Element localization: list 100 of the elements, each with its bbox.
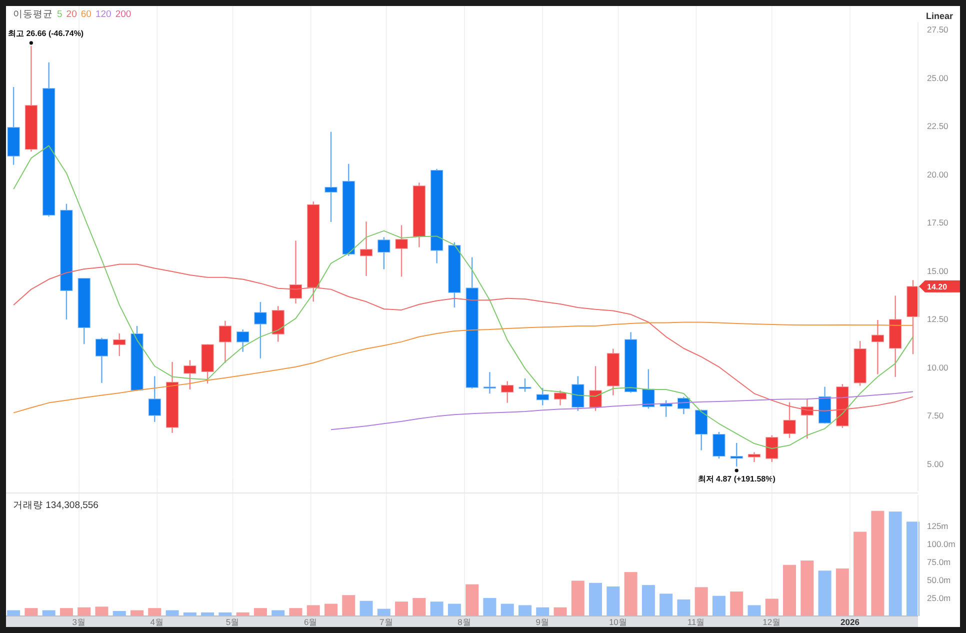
bar	[730, 592, 744, 616]
y-tick-label: 25.00	[927, 72, 949, 83]
bar	[412, 598, 426, 616]
candlestick	[360, 220, 373, 277]
candlestick	[642, 368, 655, 410]
text: 5	[57, 9, 62, 20]
text: 60	[80, 9, 92, 20]
bar	[712, 596, 726, 616]
bar	[254, 608, 267, 616]
annotation: 최고 26.66 (-46.74%)	[8, 28, 84, 38]
bar	[466, 584, 479, 616]
text: 20	[66, 9, 77, 20]
bar	[78, 607, 91, 616]
candlestick	[554, 390, 567, 406]
text: Linear	[926, 11, 954, 21]
y-tick-label: 100.0m	[927, 538, 956, 549]
bar	[888, 512, 902, 616]
candlestick	[766, 434, 778, 463]
bar	[60, 608, 73, 616]
candlestick	[783, 402, 796, 439]
y-tick-label: 5.00	[927, 458, 944, 469]
y-tick-label: 22.50	[927, 121, 949, 132]
x-tick-label: 8월	[458, 617, 472, 627]
candlestick	[254, 301, 267, 360]
bar	[360, 600, 373, 616]
bar	[24, 608, 38, 616]
bar	[677, 599, 690, 616]
candlestick	[712, 431, 726, 460]
bar	[536, 607, 550, 616]
bar	[95, 606, 108, 616]
bar	[818, 570, 832, 616]
bar	[342, 595, 356, 616]
y-tick-label: 125m	[927, 520, 948, 531]
candlestick	[95, 337, 108, 384]
bar	[800, 560, 814, 616]
bar	[518, 605, 532, 616]
x-tick-label: 6월	[304, 617, 318, 627]
bar	[783, 564, 796, 616]
bar	[42, 610, 56, 616]
bar	[748, 605, 761, 616]
bar	[836, 568, 849, 616]
candlestick	[324, 131, 338, 223]
candlestick	[272, 306, 284, 342]
y-tick-label: 10.00	[927, 362, 949, 372]
candlestick	[536, 387, 549, 406]
bar	[500, 604, 514, 616]
bar	[660, 594, 673, 616]
candlestick	[113, 332, 126, 357]
bar	[571, 580, 584, 616]
x-tick-label: 9월	[536, 617, 550, 627]
candlestick	[395, 224, 408, 278]
candlestick	[148, 376, 161, 423]
candlestick	[730, 442, 743, 468]
bar	[130, 610, 144, 616]
candlestick	[572, 376, 584, 412]
candlestick	[289, 240, 302, 304]
annotation: 최저 4.87 (+191.58%)	[698, 474, 776, 484]
bar	[624, 572, 638, 616]
bar	[324, 604, 338, 616]
y-tick-label: 20.00	[927, 169, 949, 180]
bar	[166, 610, 179, 616]
bar	[7, 610, 20, 616]
x-tick-label: 12월	[762, 617, 782, 627]
x-tick-label: 7월	[380, 617, 394, 627]
y-tick-label: 75.0m	[927, 556, 951, 567]
x-tick-label: 5월	[226, 617, 240, 627]
x-tick-label: 10월	[608, 617, 628, 627]
bar	[306, 605, 320, 616]
y-tick-label: 17.50	[927, 218, 949, 228]
candlestick	[483, 372, 496, 394]
x-tick-label: 2026	[840, 617, 860, 627]
bar	[483, 598, 496, 616]
bar	[272, 610, 285, 616]
y-tick-label: 12.50	[927, 314, 949, 324]
bar	[642, 585, 655, 616]
candlestick	[236, 328, 250, 352]
bar	[589, 582, 602, 616]
bar	[148, 608, 162, 616]
legend-label: 200	[115, 9, 132, 20]
candlestick	[871, 319, 884, 375]
bar	[377, 608, 390, 616]
text: 120	[95, 9, 112, 20]
y-tick-label: 50.0m	[927, 574, 951, 585]
bar	[694, 587, 708, 616]
bar	[906, 522, 920, 616]
y-tick-label: 25.0m	[927, 592, 951, 603]
candlestick	[378, 236, 390, 270]
y-tick-label: 7.50	[927, 410, 944, 421]
bar	[765, 598, 778, 616]
x-tick-label: 3월	[72, 617, 86, 627]
candlestick	[589, 366, 602, 412]
y-tick-label: 15.00	[927, 266, 949, 276]
x-tick-label: 11월	[687, 617, 706, 627]
bar	[289, 608, 302, 616]
text: 거래량 134,308,556	[13, 500, 98, 511]
candlestick	[501, 380, 514, 404]
bar	[871, 510, 884, 616]
bar	[854, 532, 867, 616]
candlestick	[218, 320, 232, 364]
bar	[606, 586, 620, 616]
